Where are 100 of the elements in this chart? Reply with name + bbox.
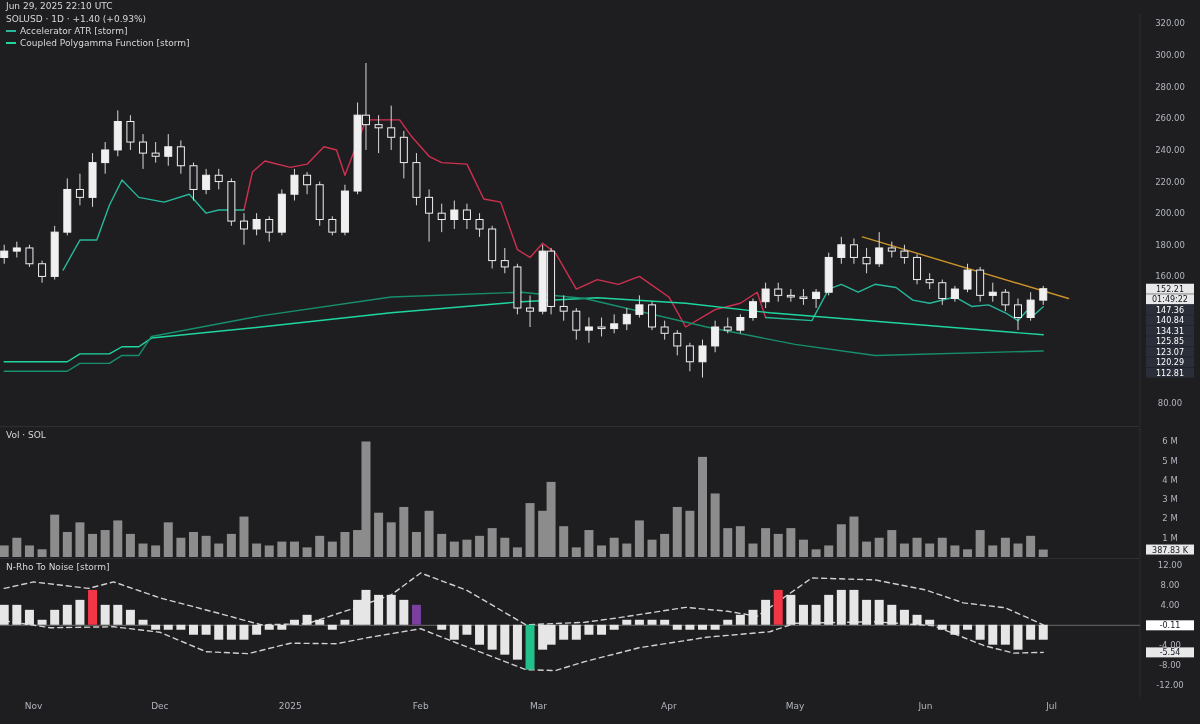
candlestick bbox=[988, 282, 997, 303]
candlestick bbox=[239, 212, 248, 246]
y-tick-label: -4.00 bbox=[1159, 639, 1181, 650]
line-series bbox=[3, 297, 1044, 363]
bar bbox=[597, 624, 607, 635]
bar bbox=[0, 604, 9, 625]
candlestick bbox=[139, 133, 148, 170]
y-tick-label: 80.00 bbox=[1157, 397, 1183, 408]
bar bbox=[685, 624, 695, 630]
bar bbox=[1038, 549, 1048, 557]
candlestick bbox=[462, 203, 471, 230]
candlestick bbox=[425, 188, 434, 243]
bar bbox=[647, 619, 657, 625]
bar bbox=[849, 516, 859, 557]
bar bbox=[634, 520, 644, 557]
x-tick-label: Mar bbox=[529, 701, 548, 711]
bar bbox=[735, 614, 745, 625]
bar bbox=[399, 506, 409, 557]
bar bbox=[24, 609, 34, 625]
bar bbox=[609, 624, 619, 630]
text: 147.36 bbox=[1156, 305, 1184, 315]
bar bbox=[88, 589, 98, 625]
bar bbox=[37, 549, 47, 557]
y-tick-label: 4.00 bbox=[1160, 599, 1180, 610]
text: 120.29 bbox=[1156, 358, 1184, 368]
candlestick bbox=[900, 244, 909, 265]
candlestick bbox=[597, 317, 606, 337]
bar bbox=[584, 530, 594, 557]
bar bbox=[113, 604, 123, 625]
bar bbox=[1026, 535, 1036, 557]
bar bbox=[201, 535, 211, 557]
candlestick bbox=[685, 342, 694, 372]
bar bbox=[862, 541, 872, 557]
candlestick bbox=[1001, 288, 1010, 312]
bar bbox=[937, 624, 947, 630]
text: -5.54 bbox=[1159, 648, 1181, 658]
bar bbox=[1013, 543, 1023, 557]
candlestick bbox=[450, 200, 459, 230]
y-tick-label: 300.00 bbox=[1155, 50, 1185, 61]
text: 01:49:22 bbox=[1152, 295, 1188, 305]
bar bbox=[437, 533, 447, 557]
candlestick bbox=[290, 168, 299, 202]
bar bbox=[512, 624, 522, 660]
bar bbox=[475, 624, 485, 645]
y-tick-label: 5 M bbox=[1162, 455, 1178, 466]
bar bbox=[125, 609, 135, 625]
candlestick bbox=[437, 203, 446, 233]
x-tick-label: Apr bbox=[661, 701, 677, 711]
bar bbox=[88, 533, 98, 557]
bar bbox=[462, 624, 472, 635]
candlestick bbox=[374, 114, 383, 154]
candlestick bbox=[963, 263, 972, 293]
bar bbox=[374, 512, 384, 557]
candlestick bbox=[1026, 291, 1035, 322]
candlestick bbox=[214, 168, 223, 190]
candlestick bbox=[75, 173, 84, 206]
bar bbox=[176, 537, 186, 557]
y-tick-label: 220.00 bbox=[1155, 176, 1185, 187]
bar bbox=[302, 614, 312, 625]
legend-label: Accelerator ATR [storm] bbox=[20, 26, 128, 36]
bar bbox=[559, 624, 569, 640]
candlestick bbox=[500, 247, 509, 274]
candlestick bbox=[559, 294, 568, 322]
bar bbox=[634, 619, 644, 625]
bar bbox=[475, 535, 485, 557]
bar bbox=[449, 624, 459, 640]
bar bbox=[836, 589, 846, 625]
candlestick bbox=[584, 317, 593, 344]
text: 123.07 bbox=[1156, 347, 1184, 357]
candlestick bbox=[812, 288, 821, 309]
bar bbox=[672, 506, 682, 557]
bar bbox=[214, 543, 224, 557]
candlestick bbox=[736, 313, 745, 334]
candlestick bbox=[572, 307, 581, 341]
bar bbox=[315, 619, 325, 625]
bar bbox=[327, 541, 337, 557]
y-tick-label: 3 M bbox=[1162, 494, 1178, 505]
bar bbox=[100, 530, 110, 557]
candlestick bbox=[774, 282, 783, 303]
bar bbox=[449, 541, 459, 557]
bar bbox=[0, 545, 9, 557]
bar bbox=[988, 545, 998, 557]
bar bbox=[925, 543, 935, 557]
bar bbox=[660, 533, 670, 557]
bar bbox=[559, 526, 569, 557]
bar bbox=[512, 547, 522, 557]
bar bbox=[723, 619, 733, 625]
bar bbox=[988, 624, 998, 645]
bar bbox=[226, 533, 236, 557]
bar bbox=[277, 624, 287, 630]
y-tick-label: 160.00 bbox=[1155, 271, 1185, 282]
bar bbox=[660, 619, 670, 625]
candlestick bbox=[202, 168, 211, 195]
bar bbox=[277, 541, 287, 557]
bar bbox=[500, 624, 510, 655]
bar bbox=[239, 516, 249, 557]
bar bbox=[189, 624, 199, 635]
bar bbox=[411, 531, 421, 557]
y-tick-label: 12.00 bbox=[1157, 559, 1183, 570]
chart-title: Vol · SOL bbox=[6, 430, 46, 440]
